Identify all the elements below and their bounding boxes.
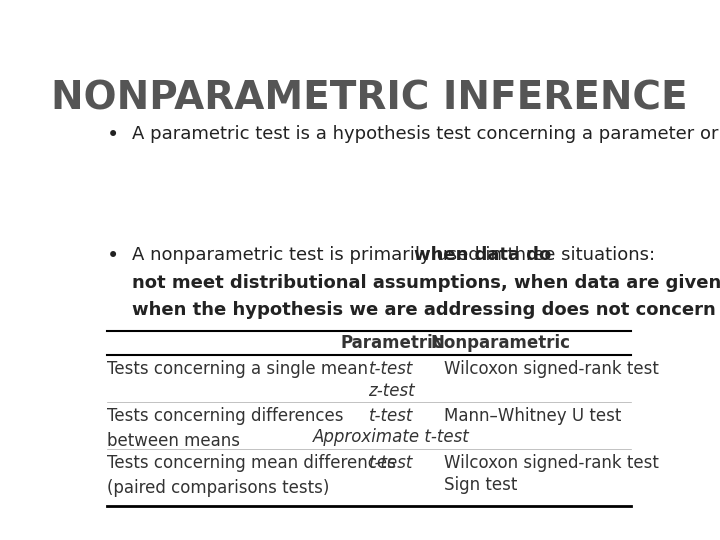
Text: •: •	[107, 246, 119, 266]
Text: t-test: t-test	[369, 454, 413, 472]
Text: t-test: t-test	[369, 407, 413, 424]
Text: not meet distributional assumptions, when data are given in ranks, or: not meet distributional assumptions, whe…	[132, 274, 720, 292]
Text: Tests concerning a single mean: Tests concerning a single mean	[107, 360, 368, 378]
Text: Tests concerning mean differences
(paired comparisons tests): Tests concerning mean differences (paire…	[107, 454, 395, 497]
Text: Parametric: Parametric	[340, 334, 443, 352]
Text: Wilcoxon signed-rank test: Wilcoxon signed-rank test	[444, 360, 660, 378]
Text: Wilcoxon signed-rank test: Wilcoxon signed-rank test	[444, 454, 660, 472]
Text: NONPARAMETRIC INFERENCE: NONPARAMETRIC INFERENCE	[50, 79, 688, 117]
Text: Sign test: Sign test	[444, 476, 518, 494]
Text: •: •	[107, 125, 119, 145]
Text: when data do: when data do	[413, 246, 551, 264]
Text: Approximate t-test: Approximate t-test	[313, 428, 469, 446]
Text: t-test: t-test	[369, 360, 413, 378]
Text: when the hypothesis we are addressing does not concern a parameter.: when the hypothesis we are addressing do…	[132, 301, 720, 319]
Text: z-test: z-test	[368, 382, 415, 400]
Text: A nonparametric test is primarily used in three situations:: A nonparametric test is primarily used i…	[132, 246, 661, 264]
Text: Tests concerning differences
between means: Tests concerning differences between mea…	[107, 407, 343, 450]
Text: Nonparametric: Nonparametric	[430, 334, 570, 352]
Text: A parametric test is a hypothesis test concerning a parameter or a hypothesis te: A parametric test is a hypothesis test c…	[132, 125, 720, 143]
Text: Mann–Whitney U test: Mann–Whitney U test	[444, 407, 621, 424]
